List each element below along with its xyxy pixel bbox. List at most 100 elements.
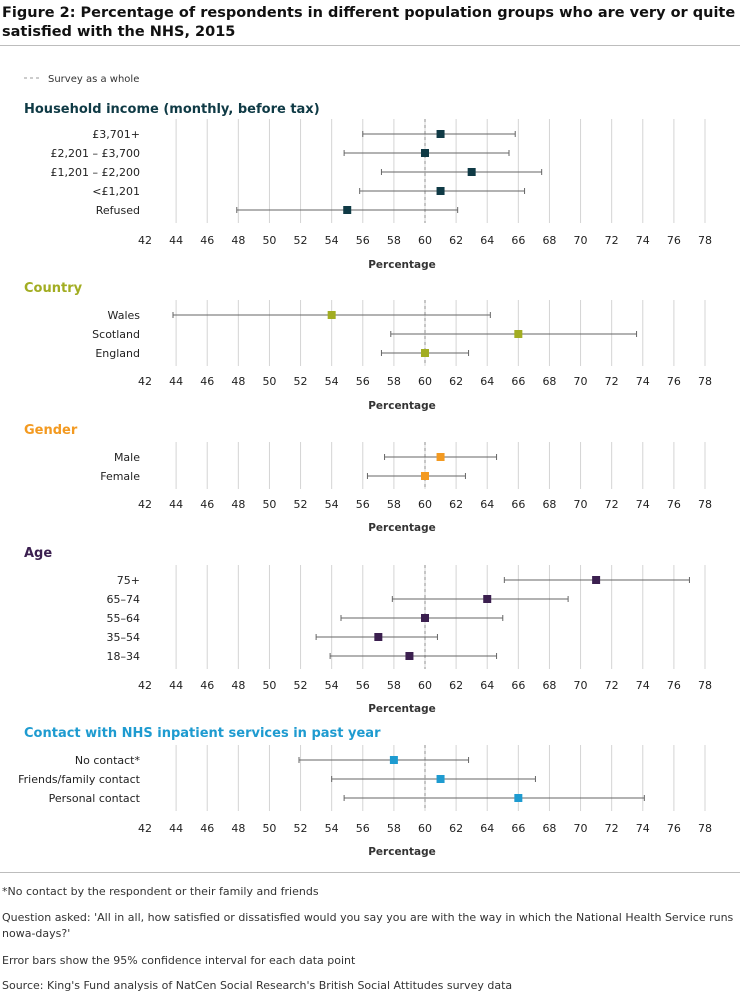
x-tick-label-2-72: 72 (605, 498, 619, 511)
x-tick-label-3-50: 50 (262, 679, 276, 692)
panel-title-2: Gender (24, 423, 78, 438)
x-tick-label-2-78: 78 (698, 498, 712, 511)
x-tick-label-4-66: 66 (511, 822, 525, 835)
x-tick-label-3-60: 60 (418, 679, 432, 692)
x-tick-label-4-54: 54 (325, 822, 339, 835)
x-tick-label-4-78: 78 (698, 822, 712, 835)
data-point-1-2 (421, 349, 429, 357)
data-point-4-1 (436, 775, 445, 783)
footnote-question: Question asked: 'All in all, how satisfi… (2, 911, 734, 940)
x-tick-label-1-66: 66 (511, 375, 525, 388)
category-label-4-1: Friends/family contact (18, 773, 141, 786)
x-tick-label-0-76: 76 (667, 234, 681, 247)
x-tick-label-3-56: 56 (356, 679, 370, 692)
panel-title-0: Household income (monthly, before tax) (24, 102, 320, 117)
x-tick-label-0-64: 64 (480, 234, 494, 247)
x-tick-label-3-48: 48 (231, 679, 245, 692)
data-point-0-2 (467, 168, 476, 176)
x-tick-label-3-66: 66 (511, 679, 525, 692)
data-point-0-4 (343, 206, 352, 214)
category-label-0-2: £1,201 – £2,200 (51, 166, 140, 179)
x-tick-label-1-50: 50 (262, 375, 276, 388)
category-label-0-4: Refused (96, 204, 140, 217)
x-tick-label-2-56: 56 (356, 498, 370, 511)
x-tick-label-0-74: 74 (636, 234, 650, 247)
category-label-0-1: £2,201 – £3,700 (51, 147, 140, 160)
panel-title-1: Country (24, 281, 83, 296)
x-tick-label-0-68: 68 (542, 234, 556, 247)
x-tick-label-0-66: 66 (511, 234, 525, 247)
x-axis-label-4: Percentage (368, 846, 436, 858)
x-axis-label-1: Percentage (368, 400, 436, 412)
category-label-0-3: <£1,201 (92, 185, 140, 198)
category-label-4-2: Personal contact (49, 792, 141, 805)
x-tick-label-0-62: 62 (449, 234, 463, 247)
x-tick-label-2-74: 74 (636, 498, 650, 511)
x-tick-label-1-62: 62 (449, 375, 463, 388)
category-label-1-0: Wales (108, 309, 141, 322)
panel-title-4: Contact with NHS inpatient services in p… (24, 726, 381, 741)
x-tick-label-2-66: 66 (511, 498, 525, 511)
footnote-no-contact: *No contact by the respondent or their f… (2, 885, 319, 898)
x-tick-label-0-56: 56 (356, 234, 370, 247)
x-tick-label-4-76: 76 (667, 822, 681, 835)
x-tick-label-3-62: 62 (449, 679, 463, 692)
x-tick-label-2-54: 54 (325, 498, 339, 511)
x-axis-label-2: Percentage (368, 522, 436, 534)
data-point-4-0 (389, 756, 398, 764)
x-tick-label-4-50: 50 (262, 822, 276, 835)
data-point-4-2 (514, 794, 523, 802)
x-tick-label-0-72: 72 (605, 234, 619, 247)
category-label-1-2: England (95, 347, 140, 360)
x-tick-label-4-72: 72 (605, 822, 619, 835)
x-tick-label-1-52: 52 (294, 375, 308, 388)
footer-divider (0, 872, 740, 873)
data-point-3-3 (374, 633, 383, 641)
category-label-2-1: Female (100, 470, 140, 483)
x-tick-label-4-70: 70 (574, 822, 588, 835)
data-point-0-3 (436, 187, 445, 195)
x-tick-label-4-42: 42 (138, 822, 152, 835)
data-point-2-0 (436, 453, 445, 461)
x-tick-label-3-42: 42 (138, 679, 152, 692)
x-tick-label-2-70: 70 (574, 498, 588, 511)
x-tick-label-2-60: 60 (418, 498, 432, 511)
x-tick-label-0-42: 42 (138, 234, 152, 247)
x-tick-label-1-64: 64 (480, 375, 494, 388)
x-tick-label-3-78: 78 (698, 679, 712, 692)
x-tick-label-1-58: 58 (387, 375, 401, 388)
x-tick-label-4-46: 46 (200, 822, 214, 835)
x-tick-label-3-64: 64 (480, 679, 494, 692)
data-point-1-0 (327, 311, 336, 319)
x-tick-label-3-58: 58 (387, 679, 401, 692)
x-tick-label-2-46: 46 (200, 498, 214, 511)
x-tick-label-1-46: 46 (200, 375, 214, 388)
category-label-3-1: 65–74 (107, 593, 141, 606)
x-tick-label-2-58: 58 (387, 498, 401, 511)
x-tick-label-0-54: 54 (325, 234, 339, 247)
x-tick-label-3-46: 46 (200, 679, 214, 692)
x-tick-label-3-68: 68 (542, 679, 556, 692)
x-tick-label-1-78: 78 (698, 375, 712, 388)
chart-canvas: Survey as a whole Household income (month… (18, 74, 712, 858)
x-tick-label-4-64: 64 (480, 822, 494, 835)
data-point-3-2 (421, 614, 429, 622)
x-tick-label-4-60: 60 (418, 822, 432, 835)
x-tick-label-1-44: 44 (169, 375, 183, 388)
legend-label: Survey as a whole (48, 74, 139, 85)
x-tick-label-4-62: 62 (449, 822, 463, 835)
x-tick-label-1-54: 54 (325, 375, 339, 388)
x-tick-label-0-78: 78 (698, 234, 712, 247)
x-tick-label-2-64: 64 (480, 498, 494, 511)
x-tick-label-0-60: 60 (418, 234, 432, 247)
x-tick-label-4-56: 56 (356, 822, 370, 835)
x-tick-label-1-76: 76 (667, 375, 681, 388)
data-point-0-1 (421, 149, 429, 157)
x-tick-label-1-48: 48 (231, 375, 245, 388)
data-point-3-4 (405, 652, 414, 660)
category-label-2-0: Male (114, 451, 140, 464)
footnote-error-bars: Error bars show the 95% confidence inter… (2, 954, 356, 967)
data-point-0-0 (436, 130, 445, 138)
figure-title: Figure 2: Percentage of respondents in d… (2, 5, 736, 40)
x-tick-label-0-46: 46 (200, 234, 214, 247)
